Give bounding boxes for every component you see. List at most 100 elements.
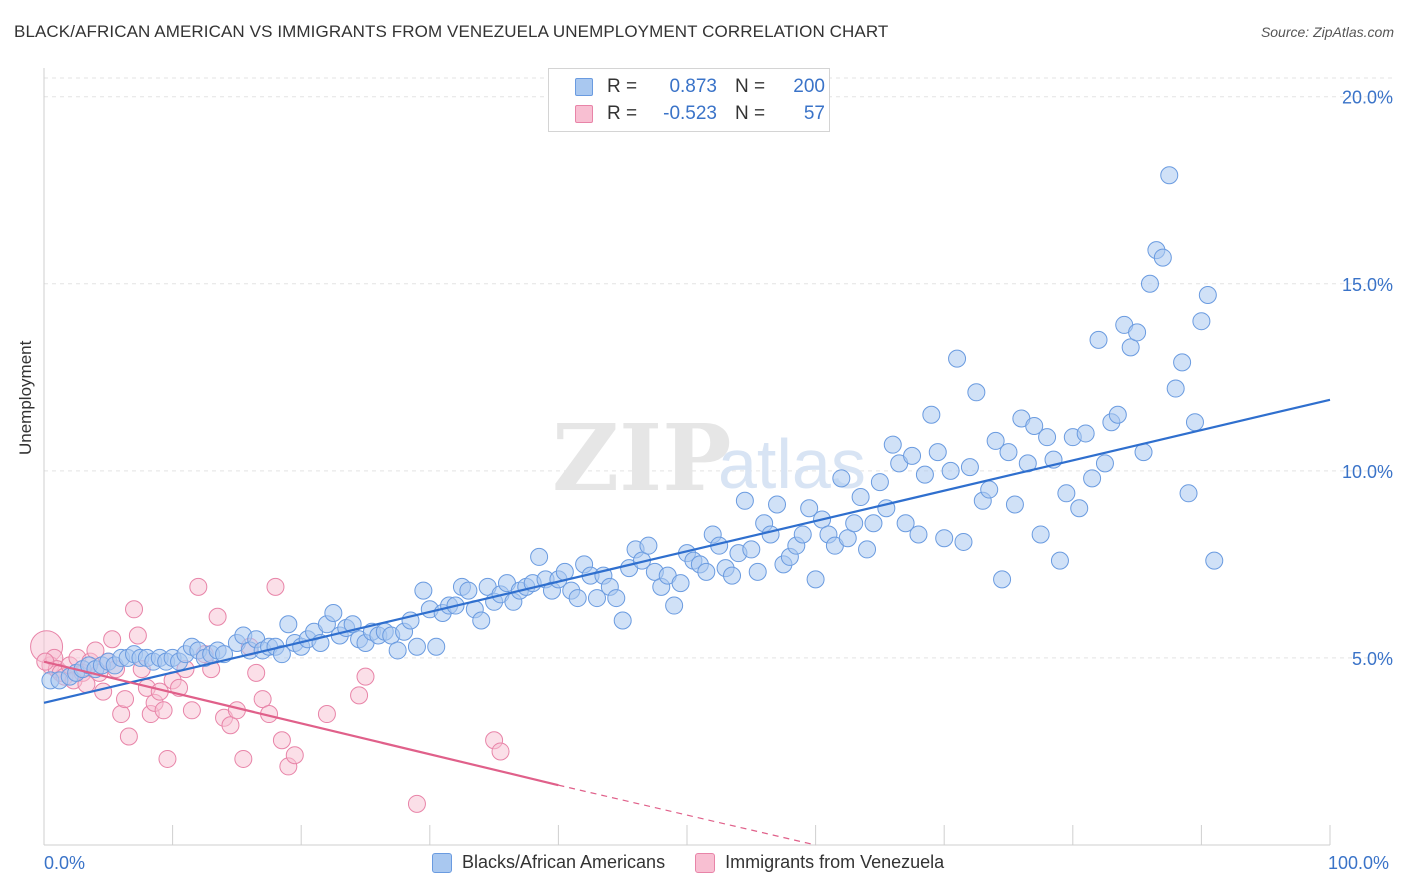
- point-blacks: [639, 536, 658, 555]
- point-blacks: [472, 611, 491, 630]
- point-venezuela: [285, 746, 304, 765]
- point-blacks: [864, 514, 883, 533]
- point-blacks: [993, 570, 1012, 589]
- legend-n-label: N =: [735, 103, 766, 124]
- point-blacks: [838, 529, 857, 548]
- point-venezuela: [317, 705, 336, 724]
- point-blacks: [742, 540, 761, 559]
- point-venezuela: [253, 690, 272, 709]
- point-venezuela: [221, 716, 240, 735]
- point-blacks: [388, 641, 407, 660]
- point-blacks: [1121, 338, 1140, 357]
- legend-row-venezuela: R = -0.523 N = 57: [575, 102, 825, 126]
- point-blacks: [613, 611, 632, 630]
- legend-row-blacks: R = 0.873 N = 200: [575, 75, 825, 99]
- point-venezuela: [234, 749, 253, 768]
- point-blacks: [948, 349, 967, 368]
- point-blacks: [459, 581, 478, 600]
- point-venezuela: [112, 705, 131, 724]
- point-blacks: [748, 562, 767, 581]
- point-venezuela: [491, 742, 510, 761]
- point-blacks: [851, 488, 870, 507]
- point-blacks: [1070, 499, 1089, 518]
- point-blacks: [1095, 454, 1114, 473]
- point-blacks: [1128, 323, 1147, 342]
- legend-n-label: N =: [735, 76, 766, 97]
- legend-n-value: 57: [803, 103, 825, 124]
- point-blacks: [845, 514, 864, 533]
- point-blacks: [1140, 274, 1159, 293]
- point-blacks: [903, 446, 922, 465]
- trend-line-venezuela-extrapolated: [558, 784, 816, 846]
- point-blacks: [761, 525, 780, 544]
- point-blacks: [896, 514, 915, 533]
- legend-r-value: -0.523: [663, 103, 717, 124]
- point-blacks: [1089, 330, 1108, 349]
- point-blacks: [1166, 379, 1185, 398]
- point-blacks: [915, 465, 934, 484]
- correlation-legend: R = 0.873 N = 200 R = -0.523 N = 57: [548, 68, 830, 132]
- point-blacks: [941, 461, 960, 480]
- point-blacks: [607, 589, 626, 608]
- watermark-zip: ZIP: [552, 404, 731, 512]
- point-venezuela: [247, 663, 266, 682]
- point-blacks: [768, 495, 787, 514]
- point-venezuela: [86, 641, 105, 660]
- x-tick-label-max: 100.0%: [1328, 853, 1390, 873]
- point-blacks: [980, 480, 999, 499]
- point-blacks: [1057, 484, 1076, 503]
- y-tick-label: 5.0%: [1352, 649, 1393, 669]
- point-venezuela: [128, 626, 147, 645]
- y-tick-label: 20.0%: [1342, 88, 1393, 108]
- legend-n-value: 200: [793, 76, 825, 97]
- point-venezuela: [158, 749, 177, 768]
- point-blacks: [1025, 416, 1044, 435]
- point-blacks: [407, 637, 426, 656]
- legend-swatch-blue: [575, 78, 593, 96]
- point-blacks: [568, 589, 587, 608]
- point-blacks: [1076, 424, 1095, 443]
- point-blacks: [414, 581, 433, 600]
- series-legend-label: Immigrants from Venezuela: [725, 852, 945, 872]
- point-blacks: [954, 532, 973, 551]
- series-swatch-pink: [695, 852, 716, 873]
- trend-line-venezuela: [43, 660, 559, 787]
- point-blacks: [935, 529, 954, 548]
- point-blacks: [1083, 469, 1102, 488]
- point-blacks: [1108, 405, 1127, 424]
- series-legend-item-blacks: Blacks/African Americans: [432, 852, 665, 873]
- point-blacks: [986, 431, 1005, 450]
- legend-swatch-pink: [575, 105, 593, 123]
- point-venezuela: [350, 686, 369, 705]
- point-blacks: [1160, 166, 1179, 185]
- point-blacks: [967, 383, 986, 402]
- point-venezuela: [116, 690, 135, 709]
- point-blacks: [858, 540, 877, 559]
- point-blacks: [1198, 286, 1217, 305]
- point-venezuela: [266, 577, 285, 596]
- point-blacks: [1185, 413, 1204, 432]
- point-venezuela: [125, 600, 144, 619]
- point-blacks: [1153, 248, 1172, 267]
- point-blacks: [800, 499, 819, 518]
- point-blacks: [870, 473, 889, 492]
- point-venezuela: [154, 701, 173, 720]
- point-venezuela: [356, 667, 375, 686]
- point-blacks: [883, 435, 902, 454]
- point-blacks: [279, 615, 298, 634]
- point-blacks: [1031, 525, 1050, 544]
- point-blacks: [960, 458, 979, 477]
- point-venezuela: [407, 794, 426, 813]
- point-blacks: [587, 589, 606, 608]
- point-blacks: [735, 491, 754, 510]
- point-blacks: [427, 637, 446, 656]
- x-tick-label-min: 0.0%: [44, 853, 86, 873]
- point-venezuela: [94, 682, 113, 701]
- series-legend: Blacks/African Americans Immigrants from…: [432, 852, 974, 873]
- point-venezuela: [208, 607, 227, 626]
- point-blacks: [1005, 495, 1024, 514]
- point-blacks: [1192, 312, 1211, 331]
- point-blacks: [1038, 428, 1057, 447]
- series-legend-item-venezuela: Immigrants from Venezuela: [695, 852, 944, 873]
